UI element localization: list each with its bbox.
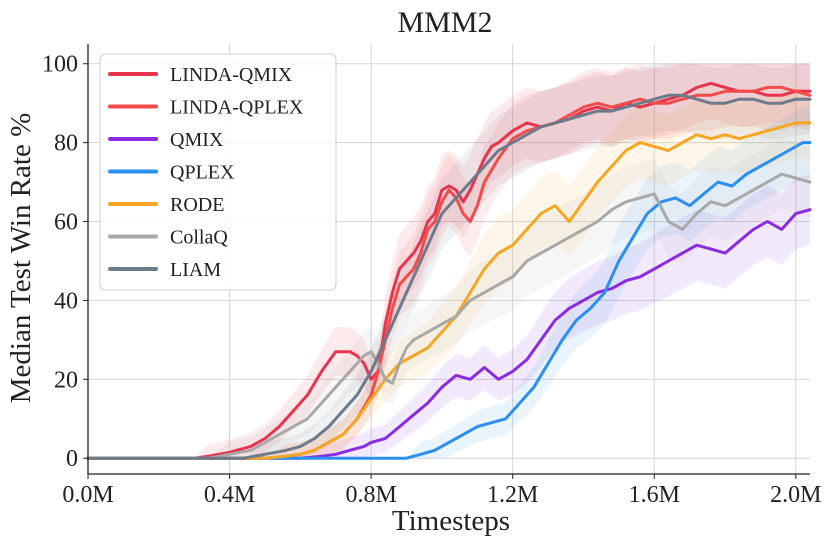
chart-title: MMM2 [397,6,492,39]
legend-label: LINDA-QPLEX [170,97,304,119]
band-6 [88,63,810,459]
axes [87,44,810,475]
band-5 [88,138,810,459]
band-1 [88,63,810,459]
y-tick-labels: 0 20 40 60 80 100 [42,52,88,472]
x-tick-label: 2.0M [770,482,821,508]
legend-label: LIAM [170,259,221,281]
x-tick-label: 1.2M [487,482,538,508]
series-line-3 [86,141,812,460]
series-line-4 [86,121,812,460]
legend-label: LINDA-QMIX [170,64,293,86]
series-line-5 [86,172,812,460]
x-tick-label: 1.6M [629,482,680,508]
band-2 [88,174,810,459]
y-tick-label: 100 [42,52,78,78]
y-tick-label: 0 [66,446,78,472]
y-tick-label: 80 [54,131,78,157]
y-tick-label: 20 [54,367,78,393]
x-tick-labels: 0.0M 0.4M 0.8M 1.2M 1.6M 2.0M [62,474,822,508]
legend-label: CollaQ [170,227,228,249]
legend-frame [99,53,337,291]
y-tick-label: 60 [54,210,78,236]
x-tick-label: 0.8M [345,482,396,508]
x-axis-label: Timesteps [392,505,510,537]
y-axis-label: Median Test Win Rate % [5,113,37,404]
legend: LINDA-QMIX LINDA-QPLEX QMIX QPLEX RODE CollaQ… [99,53,337,291]
series-line-6 [86,93,812,460]
series-line-2 [86,208,812,460]
x-tick-label: 0.4M [204,482,255,508]
band-0 [88,63,810,459]
legend-label: RODE [170,194,224,216]
legend-label: QMIX [170,129,224,151]
x-tick-label: 0.0M [62,482,113,508]
band-4 [88,87,810,459]
confidence-bands [88,63,810,459]
legend-label: QPLEX [170,162,235,184]
y-tick-label: 40 [54,288,78,314]
series-lines [86,81,812,460]
